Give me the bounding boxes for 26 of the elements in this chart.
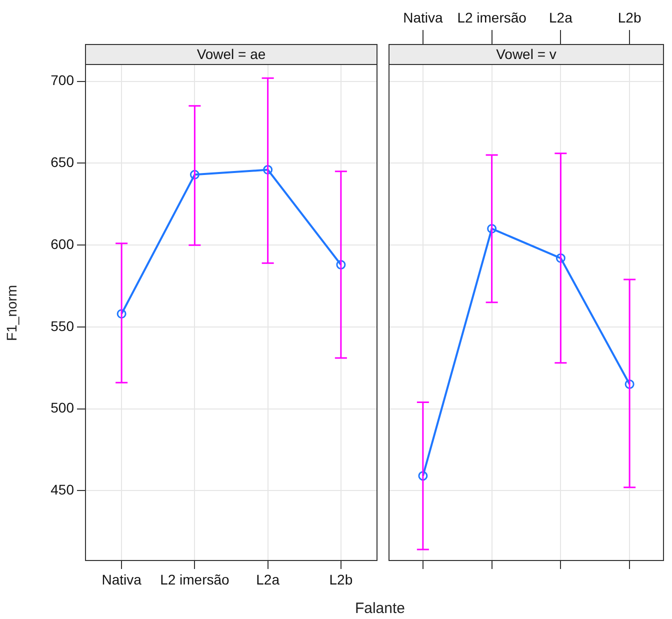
x-tick-label: Nativa xyxy=(102,571,142,588)
y-tick-label: 550 xyxy=(50,318,74,334)
point xyxy=(263,165,273,175)
y-tick-label: 700 xyxy=(50,72,74,88)
point xyxy=(116,309,126,319)
x-tick-label: L2b xyxy=(329,571,353,588)
x-tick-label: L2a xyxy=(549,9,573,26)
y-axis-title: F1_norm xyxy=(3,284,20,342)
point xyxy=(624,379,634,389)
y-tick-label: 450 xyxy=(50,481,74,498)
point xyxy=(418,471,428,481)
y-tick-label: 500 xyxy=(50,400,74,416)
y-tick-label: 600 xyxy=(50,236,74,252)
point xyxy=(336,260,346,270)
x-tick-label: L2b xyxy=(618,9,642,26)
x-tick-label: Nativa xyxy=(403,9,443,26)
x-tick-label: L2 imersão xyxy=(457,9,527,26)
point xyxy=(556,253,566,263)
x-axis-title: Falante xyxy=(354,600,406,617)
point xyxy=(487,224,497,234)
point xyxy=(190,170,200,180)
chart-title: Vowel = ae xyxy=(196,46,266,62)
chart-title: Vowel = v xyxy=(496,46,556,62)
y-tick-label: 650 xyxy=(50,154,74,170)
x-tick-label: L2a xyxy=(256,571,280,588)
x-tick-label: L2 imersão xyxy=(160,571,230,588)
